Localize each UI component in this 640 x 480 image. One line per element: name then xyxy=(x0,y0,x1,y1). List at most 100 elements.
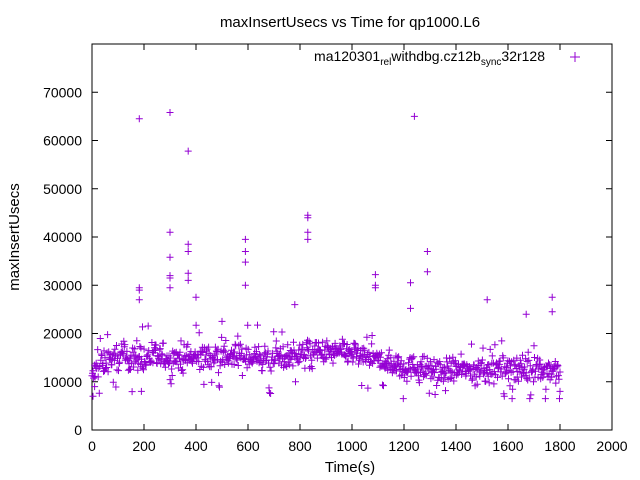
data-point xyxy=(516,356,524,364)
data-point xyxy=(306,340,314,348)
data-point xyxy=(266,389,273,397)
data-point xyxy=(184,276,192,284)
y-tick-label: 60000 xyxy=(43,133,82,149)
data-point xyxy=(552,379,560,387)
data-point xyxy=(343,341,351,348)
data-point xyxy=(236,340,244,348)
data-point xyxy=(322,355,330,363)
data-point xyxy=(128,388,136,396)
data-point xyxy=(214,345,222,353)
data-point xyxy=(400,374,408,381)
data-point xyxy=(89,367,97,375)
data-point xyxy=(530,342,538,350)
data-point xyxy=(218,333,226,341)
data-point xyxy=(111,345,119,353)
data-point xyxy=(96,335,104,342)
data-point xyxy=(131,358,139,366)
data-point xyxy=(302,353,310,361)
data-point xyxy=(138,363,146,371)
data-point xyxy=(259,360,267,368)
legend-label: ma120301relwithdbg.cz12bsync32r128 xyxy=(314,48,545,68)
data-point xyxy=(522,310,530,318)
data-point xyxy=(383,355,391,363)
y-tick-label: 70000 xyxy=(43,84,82,100)
data-point xyxy=(363,333,371,341)
data-point xyxy=(376,353,384,361)
data-point xyxy=(95,389,103,397)
data-point xyxy=(157,356,165,364)
data-point xyxy=(468,340,475,348)
data-point xyxy=(104,368,112,376)
data-point xyxy=(500,392,508,400)
data-point xyxy=(485,379,493,387)
data-point xyxy=(390,357,398,365)
data-point xyxy=(530,378,537,386)
data-point xyxy=(469,375,476,383)
data-point xyxy=(458,371,466,378)
data-point xyxy=(254,321,261,329)
data-point xyxy=(385,346,393,354)
data-point xyxy=(103,364,111,371)
data-point xyxy=(499,354,507,362)
y-tick-label: 50000 xyxy=(43,181,82,197)
data-point xyxy=(184,248,192,255)
data-point xyxy=(371,271,379,279)
data-point xyxy=(123,347,131,355)
data-point xyxy=(478,356,486,364)
data-point xyxy=(304,214,312,222)
data-point xyxy=(536,360,544,368)
data-point xyxy=(410,353,418,361)
data-point xyxy=(556,395,563,403)
data-point xyxy=(221,361,229,368)
data-point xyxy=(329,359,337,367)
data-point xyxy=(255,343,263,351)
data-point xyxy=(244,321,252,329)
data-point xyxy=(238,345,246,353)
data-point xyxy=(195,329,203,337)
data-point xyxy=(244,345,252,353)
data-point xyxy=(121,341,129,349)
data-point xyxy=(433,382,441,389)
data-point xyxy=(133,337,141,345)
data-points xyxy=(88,109,564,403)
data-point xyxy=(407,304,414,312)
y-axis-title: maxInsertUsecs xyxy=(6,183,23,291)
data-point xyxy=(375,357,383,365)
data-point xyxy=(486,345,494,353)
data-point xyxy=(415,379,423,387)
data-point xyxy=(482,377,490,385)
data-point xyxy=(192,321,200,329)
data-point xyxy=(140,366,147,374)
data-point xyxy=(243,364,251,372)
data-point xyxy=(319,338,327,346)
data-point xyxy=(295,358,303,366)
data-point xyxy=(442,387,449,395)
data-point xyxy=(198,348,206,356)
data-point xyxy=(222,337,230,344)
data-point xyxy=(208,378,216,386)
data-point xyxy=(166,109,174,116)
x-tick-label: 600 xyxy=(236,438,260,454)
data-point xyxy=(159,339,167,347)
data-point xyxy=(126,354,134,362)
data-point xyxy=(546,361,554,369)
data-point xyxy=(526,395,534,403)
data-point xyxy=(355,360,362,368)
data-point xyxy=(296,341,304,349)
data-point xyxy=(161,363,169,371)
data-point xyxy=(94,373,102,381)
data-point xyxy=(379,381,386,389)
data-point xyxy=(315,339,322,347)
x-tick-label: 0 xyxy=(88,438,96,454)
data-point xyxy=(144,351,152,359)
data-point xyxy=(389,366,397,374)
x-tick-label: 1600 xyxy=(492,438,523,454)
data-point xyxy=(158,351,166,359)
y-tick-label: 20000 xyxy=(43,326,82,342)
data-point xyxy=(289,362,297,370)
data-point xyxy=(490,368,498,376)
data-point xyxy=(184,240,192,248)
data-point xyxy=(521,363,529,371)
data-point xyxy=(368,332,376,339)
data-point xyxy=(238,372,246,379)
